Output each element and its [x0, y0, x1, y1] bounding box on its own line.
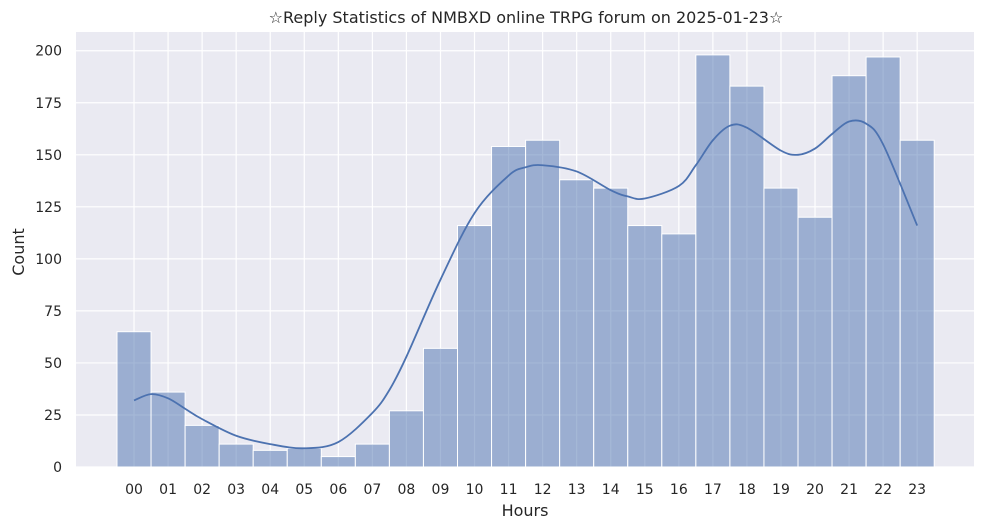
- x-tick-label: 04: [261, 482, 279, 498]
- y-tick-label: 0: [53, 460, 62, 476]
- histogram-bar: [763, 187, 799, 468]
- histogram-bar: [354, 443, 390, 468]
- histogram-bar: [559, 179, 595, 468]
- histogram-bar: [491, 145, 527, 468]
- x-tick-labels: 00 01 02 03 04 05 06 07 08 09 10 11 12 13 14 15 16 17 18 19…: [125, 482, 926, 498]
- histogram-bar: [116, 331, 152, 468]
- y-tick-labels: 0 25 50 75 100 125 150 175 200: [35, 44, 62, 476]
- y-tick-label: 50: [44, 356, 62, 372]
- x-tick-label: 16: [670, 482, 688, 498]
- x-tick-label: 01: [159, 482, 177, 498]
- x-tick-label: 14: [602, 482, 620, 498]
- x-tick-label: 15: [636, 482, 654, 498]
- histogram-bar: [695, 54, 731, 468]
- x-tick-label: 03: [227, 482, 245, 498]
- histogram-bar: [388, 410, 424, 468]
- x-tick-label: 20: [806, 482, 824, 498]
- x-tick-label: 12: [534, 482, 552, 498]
- histogram-bar: [865, 56, 901, 468]
- x-tick-label: 10: [466, 482, 484, 498]
- histogram-bar: [831, 75, 867, 468]
- x-tick-label: 05: [295, 482, 313, 498]
- x-tick-label: 08: [398, 482, 416, 498]
- x-tick-label: 18: [738, 482, 756, 498]
- histogram-bar: [899, 139, 935, 468]
- histogram-bar: [661, 233, 697, 468]
- histogram-bar: [593, 187, 629, 468]
- y-tick-label: 100: [35, 252, 62, 268]
- y-tick-label: 75: [44, 304, 62, 320]
- histogram-bar: [150, 391, 186, 468]
- histogram-bar: [457, 225, 493, 468]
- histogram-bar: [729, 85, 765, 468]
- x-tick-label: 21: [840, 482, 858, 498]
- chart-title: ☆Reply Statistics of NMBXD online TRPG f…: [269, 8, 784, 27]
- x-tick-label: 09: [432, 482, 450, 498]
- histogram-bar: [797, 216, 833, 468]
- histogram-bar: [184, 424, 220, 468]
- histogram-bar: [320, 456, 356, 468]
- bars-layer: [116, 54, 935, 468]
- histogram-bar: [422, 347, 459, 468]
- y-axis-label: Count: [9, 228, 28, 276]
- y-tick-label: 200: [35, 44, 62, 60]
- x-tick-label: 22: [874, 482, 892, 498]
- histogram-bar: [218, 443, 254, 468]
- y-tick-label: 25: [44, 408, 62, 424]
- x-tick-label: 19: [772, 482, 790, 498]
- histogram-bar: [252, 449, 288, 468]
- y-tick-label: 125: [35, 200, 62, 216]
- x-tick-label: 06: [329, 482, 347, 498]
- x-tick-label: 17: [704, 482, 722, 498]
- y-tick-label: 175: [35, 96, 62, 112]
- histogram-bar: [286, 447, 322, 468]
- x-tick-label: 02: [193, 482, 211, 498]
- histogram-bar: [627, 225, 663, 468]
- y-tick-label: 150: [35, 148, 62, 164]
- x-tick-label: 11: [500, 482, 518, 498]
- x-tick-label: 13: [568, 482, 586, 498]
- kde-line: [133, 119, 918, 450]
- x-tick-label: 07: [363, 482, 381, 498]
- x-tick-label: 00: [125, 482, 143, 498]
- histogram-bar: [525, 139, 561, 468]
- x-tick-label: 23: [908, 482, 926, 498]
- x-axis-label: Hours: [502, 501, 549, 520]
